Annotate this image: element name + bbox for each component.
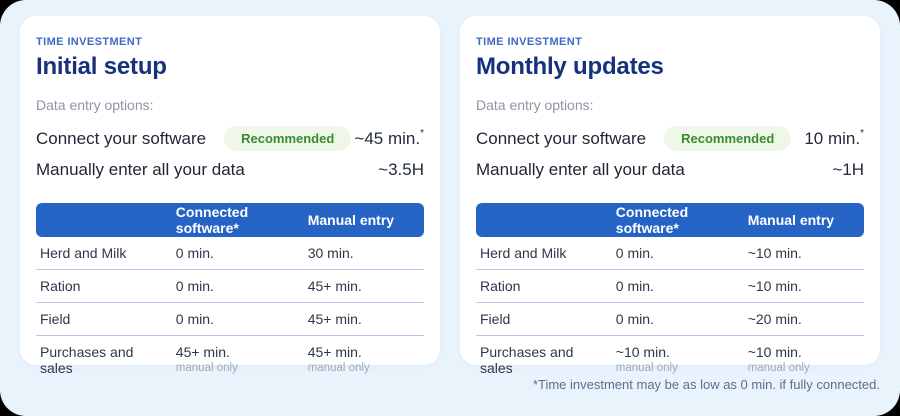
- asterisk-marker: *: [860, 127, 864, 139]
- option-manual-entry: Manually enter all your data ~3.5H: [36, 154, 424, 185]
- option-label: Connect your software: [476, 128, 647, 148]
- option-connect-software: Connect your software Recommended 10 min…: [476, 123, 864, 154]
- manual-value-text: 45+ min.: [307, 344, 362, 360]
- row-label: Ration: [480, 278, 521, 294]
- recommended-badge: Recommended: [224, 126, 352, 151]
- manual-value: 45+ min. manual only: [304, 336, 424, 384]
- option-value: 10 min.*: [804, 127, 864, 149]
- card-subtitle: Data entry options:: [476, 97, 594, 113]
- table-row: Field 0 min. ~20 min.: [476, 303, 864, 336]
- connected-value: 0 min.: [175, 311, 214, 327]
- manual-value: ~20 min.: [747, 311, 802, 327]
- manual-value: ~10 min.: [747, 278, 802, 294]
- header-cell-manual: Manual entry: [307, 212, 395, 228]
- connected-value: ~10 min. manual only: [612, 336, 744, 384]
- option-manual-entry: Manually enter all your data ~1H: [476, 154, 864, 185]
- time-table: Connected software* Manual entry Herd an…: [476, 203, 864, 384]
- table-header: Connected software* Manual entry: [36, 203, 424, 237]
- option-value-text: ~45 min.: [354, 128, 421, 148]
- manual-value: ~10 min.: [747, 245, 802, 261]
- row-label: Purchases and sales: [40, 344, 134, 376]
- option-connect-software: Connect your software Recommended ~45 mi…: [36, 123, 424, 154]
- row-label: Herd and Milk: [480, 245, 567, 261]
- connected-value-text: ~10 min.: [615, 344, 670, 360]
- manual-only-note: manual only: [615, 362, 678, 374]
- options-list: Connect your software Recommended 10 min…: [476, 123, 864, 185]
- asterisk-footnote: *Time investment may be as low as 0 min.…: [532, 377, 880, 392]
- table-header: Connected software* Manual entry: [476, 203, 864, 237]
- card-title: Initial setup: [36, 53, 167, 80]
- row-label: Field: [40, 311, 71, 327]
- manual-value-text: ~10 min.: [747, 344, 802, 360]
- options-list: Connect your software Recommended ~45 mi…: [36, 123, 424, 185]
- header-cell-manual: Manual entry: [747, 212, 835, 228]
- card-monthly-updates: TIME INVESTMENT Monthly updates Data ent…: [460, 16, 880, 376]
- connected-value: 0 min.: [175, 278, 214, 294]
- header-cell-connected: Connected software*: [615, 204, 689, 236]
- table-row: Ration 0 min. ~10 min.: [476, 270, 864, 303]
- manual-value: 45+ min.: [307, 278, 362, 294]
- table-row: Ration 0 min. 45+ min.: [36, 270, 424, 303]
- row-label: Purchases and sales: [480, 344, 574, 376]
- option-value: ~45 min.*: [354, 127, 424, 149]
- row-label: Ration: [40, 278, 81, 294]
- table-row: Field 0 min. 45+ min.: [36, 303, 424, 336]
- option-value: ~3.5H: [378, 159, 424, 179]
- asterisk-marker: *: [420, 127, 424, 139]
- manual-only-note: manual only: [175, 362, 238, 374]
- connected-value: 0 min.: [615, 278, 654, 294]
- row-label: Field: [480, 311, 511, 327]
- manual-only-note: manual only: [747, 362, 810, 374]
- table-row: Purchases and sales 45+ min. manual only …: [36, 336, 424, 384]
- time-table: Connected software* Manual entry Herd an…: [36, 203, 424, 384]
- connected-value-text: 45+ min.: [175, 344, 230, 360]
- header-cell-connected: Connected software*: [175, 204, 249, 236]
- option-label: Connect your software: [36, 128, 207, 148]
- card-subtitle: Data entry options:: [36, 97, 154, 113]
- table-row: Purchases and sales ~10 min. manual only …: [476, 336, 864, 384]
- table-row: Herd and Milk 0 min. 30 min.: [36, 237, 424, 270]
- card-eyebrow: TIME INVESTMENT: [476, 36, 583, 48]
- manual-value: ~10 min. manual only: [744, 336, 864, 384]
- manual-value: 30 min.: [307, 245, 354, 261]
- connected-value: 0 min.: [175, 245, 214, 261]
- manual-value: 45+ min.: [307, 311, 362, 327]
- card-initial-setup: TIME INVESTMENT Initial setup Data entry…: [20, 16, 440, 376]
- row-label: Herd and Milk: [40, 245, 127, 261]
- recommended-badge: Recommended: [664, 126, 792, 151]
- connected-value: 0 min.: [615, 311, 654, 327]
- connected-value: 0 min.: [615, 245, 654, 261]
- card-eyebrow: TIME INVESTMENT: [36, 36, 143, 48]
- table-row: Herd and Milk 0 min. ~10 min.: [476, 237, 864, 270]
- option-value-text: 10 min.: [804, 128, 861, 148]
- option-value: ~1H: [832, 159, 864, 179]
- cards-row: TIME INVESTMENT Initial setup Data entry…: [20, 16, 880, 376]
- option-label: Manually enter all your data: [476, 159, 685, 179]
- option-label: Manually enter all your data: [36, 159, 245, 179]
- card-title: Monthly updates: [476, 53, 664, 80]
- manual-only-note: manual only: [307, 362, 370, 374]
- connected-value: 45+ min. manual only: [172, 336, 304, 384]
